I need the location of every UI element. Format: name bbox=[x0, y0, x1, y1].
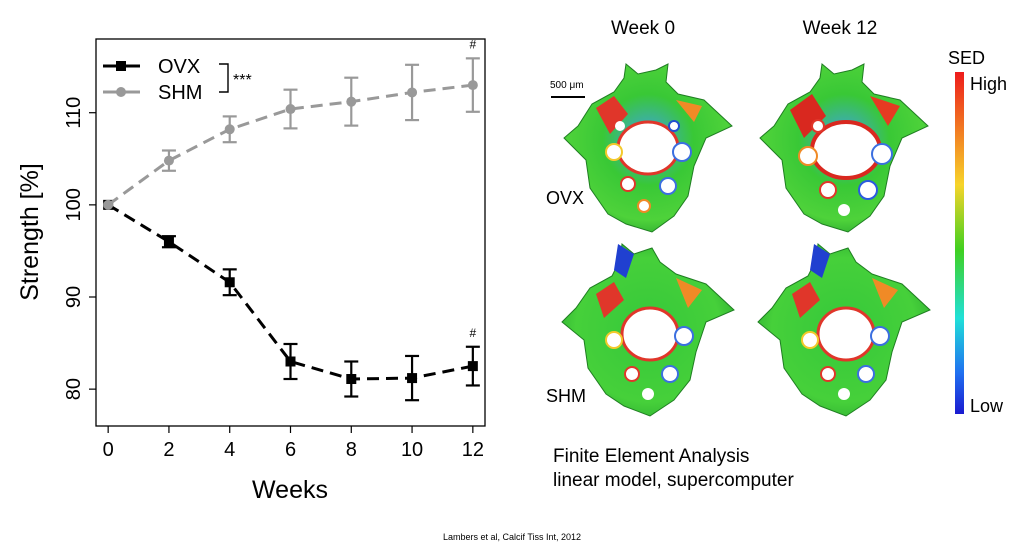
data-point-shm bbox=[103, 199, 114, 210]
y-axis-label: Strength [%] bbox=[16, 163, 44, 301]
legend-label-shm: SHM bbox=[158, 82, 202, 104]
row-label-shm: SHM bbox=[546, 386, 586, 406]
data-point-ovx bbox=[163, 236, 174, 247]
data-point-shm bbox=[163, 155, 174, 166]
colorbar-high-label: High bbox=[970, 74, 1008, 94]
column-title-week-0: Week 0 bbox=[610, 18, 676, 39]
x-tick-label: 8 bbox=[346, 439, 357, 461]
strength-chart: 0 2 4 6 8 10 12 80 90 100 110 # # OVX SHM *** Weeks S… bbox=[16, 37, 486, 504]
legend-label-ovx: OVX bbox=[158, 56, 200, 78]
data-point-shm bbox=[407, 87, 418, 98]
legend-marker-shm bbox=[116, 87, 126, 97]
fem-caption-line2: linear model, supercomputer bbox=[553, 470, 794, 491]
scale-bar-label: 500 μm bbox=[550, 80, 584, 91]
colorbar-gradient bbox=[955, 72, 964, 414]
data-point-shm bbox=[467, 80, 478, 91]
significance-bracket bbox=[219, 63, 229, 93]
data-point-shm bbox=[346, 96, 357, 107]
x-tick-label: 4 bbox=[224, 439, 235, 461]
column-title-week-12: Week 12 bbox=[802, 18, 878, 39]
colorbar-title: SED bbox=[948, 48, 986, 68]
fem-ovx-week0-render bbox=[563, 63, 733, 233]
x-tick-label: 10 bbox=[401, 439, 423, 461]
data-point-shm bbox=[224, 124, 235, 135]
x-tick-label: 12 bbox=[462, 439, 484, 461]
fem-shm-week0-render bbox=[561, 243, 735, 417]
y-tick-label: 100 bbox=[63, 188, 85, 221]
legend-marker-ovx bbox=[116, 61, 126, 71]
fem-caption-line1: Finite Element Analysis bbox=[553, 446, 750, 467]
data-point-shm bbox=[285, 104, 296, 115]
significance-mark-shm: # bbox=[470, 37, 477, 51]
fem-shm-week12-render bbox=[757, 243, 931, 417]
x-tick-label: 2 bbox=[163, 439, 174, 461]
scale-bar bbox=[551, 96, 585, 98]
colorbar-low-label: Low bbox=[970, 396, 1004, 416]
x-tick-label: 0 bbox=[103, 439, 114, 461]
significance-mark-ovx: # bbox=[470, 326, 477, 340]
x-tick-label: 6 bbox=[285, 439, 296, 461]
significance-label: *** bbox=[233, 72, 252, 89]
x-axis-label: Weeks bbox=[252, 476, 328, 504]
y-tick-label: 110 bbox=[63, 97, 85, 129]
fem-ovx-week12-render bbox=[759, 63, 929, 233]
data-point-ovx bbox=[407, 373, 418, 384]
data-point-ovx bbox=[346, 374, 357, 385]
data-point-ovx bbox=[224, 277, 235, 288]
citation: Lambers et al, Calcif Tiss Int, 2012 bbox=[442, 532, 582, 542]
row-label-ovx: OVX bbox=[546, 188, 585, 208]
y-tick-label: 80 bbox=[63, 378, 85, 400]
y-tick-label: 90 bbox=[63, 286, 85, 308]
fem-panel bbox=[520, 0, 1024, 510]
data-point-ovx bbox=[467, 361, 478, 372]
data-point-ovx bbox=[285, 356, 296, 367]
